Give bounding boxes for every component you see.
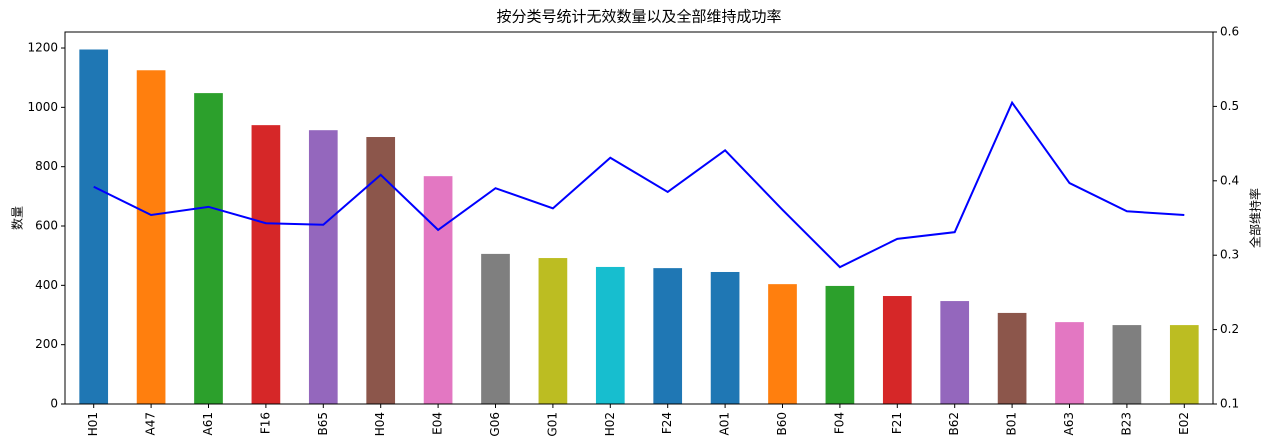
y-tick-label: 200	[35, 337, 58, 351]
y-tick-label: 1000	[27, 100, 58, 114]
x-tick-label: F21	[890, 412, 904, 434]
y2-tick-label: 0.4	[1220, 173, 1239, 187]
x-tick-label: E04	[431, 412, 445, 435]
y-tick-label: 800	[35, 159, 58, 173]
y2-tick-label: 0.1	[1220, 397, 1239, 411]
y-tick-label: 600	[35, 219, 58, 233]
x-tick-label: E02	[1177, 412, 1191, 435]
bar	[366, 137, 396, 405]
bar	[538, 258, 568, 404]
bar	[825, 285, 855, 404]
bar	[768, 284, 797, 404]
x-tick-label: F24	[660, 412, 674, 434]
bar	[423, 176, 453, 404]
x-tick-label: B62	[947, 412, 961, 436]
y-tick-label: 1200	[27, 41, 58, 55]
bar	[481, 253, 510, 404]
x-tick-label: B01	[1005, 412, 1019, 436]
x-tick-label: A01	[718, 412, 732, 435]
y-tick-label: 400	[35, 278, 58, 292]
bar	[940, 301, 970, 404]
y2-tick-label: 0.5	[1220, 99, 1239, 113]
bar	[882, 296, 912, 404]
x-tick-label: A63	[1062, 412, 1076, 435]
bar	[251, 125, 281, 405]
bar	[194, 93, 223, 404]
bar	[710, 271, 740, 404]
x-tick-label: G06	[488, 412, 502, 437]
y2-tick-label: 0.6	[1220, 25, 1239, 39]
bar	[653, 268, 683, 404]
x-tick-label: A47	[144, 412, 158, 435]
x-tick-label: F04	[832, 412, 846, 434]
bar	[997, 312, 1027, 404]
x-tick-label: F16	[258, 412, 272, 434]
line	[93, 100, 1185, 269]
x-tick-label: B60	[775, 412, 789, 436]
y-axis-label: 数量	[10, 206, 25, 230]
x-tick-label: A61	[201, 412, 215, 435]
plot-frame	[64, 31, 1214, 405]
bar	[308, 130, 338, 404]
y2-tick-label: 0.3	[1220, 248, 1239, 262]
bar	[1055, 322, 1084, 404]
x-tick-label: H02	[603, 412, 617, 436]
bar	[595, 266, 625, 404]
bar	[136, 70, 166, 404]
x-tick-label: G01	[545, 412, 559, 437]
x-tick-label: H01	[86, 412, 100, 436]
y2-axis-label: 全部维持率	[1248, 188, 1263, 248]
x-tick-label: B65	[316, 412, 330, 436]
y2-tick-label: 0.2	[1220, 322, 1239, 336]
bar	[79, 49, 109, 405]
chart-title: 按分类号统计无效数量以及全部维持成功率	[496, 8, 781, 26]
x-tick-label: B23	[1119, 412, 1133, 436]
bar	[1169, 325, 1199, 404]
bar	[1112, 325, 1142, 404]
x-tick-label: H04	[373, 412, 387, 436]
y-tick-label: 0	[50, 397, 58, 411]
